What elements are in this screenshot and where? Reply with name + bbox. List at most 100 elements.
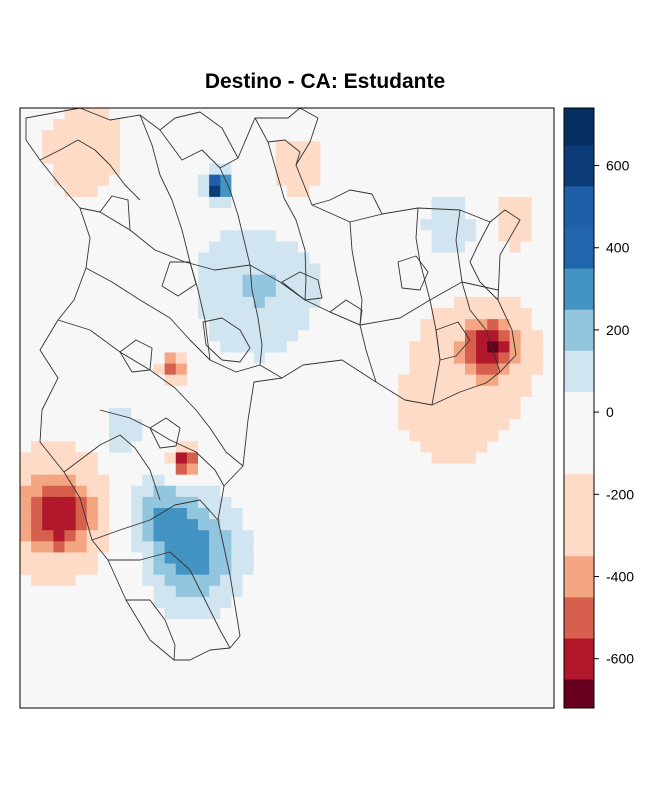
heatmap-cell	[287, 563, 299, 576]
heatmap-cell	[409, 219, 421, 231]
heatmap-cell	[264, 263, 277, 276]
heatmap-cell	[131, 696, 143, 709]
heatmap-cell	[376, 608, 388, 620]
heatmap-cell	[498, 196, 510, 209]
heatmap-cell	[75, 141, 88, 153]
heatmap-cell	[220, 452, 232, 464]
heatmap-cell	[120, 330, 132, 342]
heatmap-cell	[520, 419, 533, 431]
heatmap-cell	[487, 119, 499, 131]
heatmap-cell	[487, 441, 499, 453]
heatmap-cell	[309, 563, 321, 576]
heatmap-cell	[120, 463, 132, 476]
heatmap-cell	[442, 630, 455, 642]
heatmap-cell	[120, 130, 132, 142]
heatmap-cell	[287, 241, 299, 253]
heatmap-cell	[31, 419, 43, 431]
heatmap-cell	[86, 674, 99, 687]
heatmap-cell	[275, 274, 288, 287]
heatmap-cell	[520, 474, 533, 487]
heatmap-cell	[175, 330, 188, 342]
heatmap-cell	[209, 496, 221, 509]
heatmap-cell	[209, 219, 221, 231]
heatmap-cell	[231, 441, 243, 453]
heatmap-cell	[231, 385, 243, 398]
heatmap-cell	[198, 385, 210, 398]
heatmap-cell	[42, 130, 54, 142]
heatmap-cell	[253, 574, 266, 587]
heatmap-cell	[309, 674, 321, 687]
heatmap-cell	[75, 585, 88, 598]
heatmap-cell	[520, 508, 533, 520]
heatmap-cell	[442, 530, 455, 542]
heatmap-cell	[75, 574, 88, 587]
heatmap-cell	[86, 319, 99, 331]
heatmap-cell	[75, 563, 88, 576]
heatmap-cell	[353, 141, 366, 153]
heatmap-cell	[320, 430, 332, 442]
heatmap-cell	[398, 241, 410, 253]
heatmap-cell	[131, 652, 143, 664]
heatmap-cell	[64, 385, 77, 398]
heatmap-cell	[142, 252, 154, 264]
heatmap-cell	[186, 308, 199, 320]
heatmap-cell	[209, 263, 221, 276]
heatmap-cell	[509, 385, 522, 398]
heatmap-cell	[309, 119, 321, 131]
heatmap-cell	[242, 363, 255, 376]
heatmap-cell	[320, 230, 332, 242]
heatmap-cell	[75, 552, 88, 564]
heatmap-cell	[20, 619, 32, 631]
heatmap-cell	[220, 163, 232, 176]
heatmap-cell	[409, 508, 421, 520]
heatmap-cell	[409, 430, 421, 442]
heatmap-cell	[42, 152, 54, 164]
heatmap-cell	[542, 341, 555, 353]
heatmap-cell	[353, 130, 366, 142]
heatmap-cell	[164, 463, 177, 476]
heatmap-cell	[198, 141, 210, 153]
heatmap-cell	[64, 352, 77, 364]
heatmap-cell	[364, 619, 377, 631]
heatmap-cell	[220, 652, 232, 664]
heatmap-cell	[53, 230, 65, 242]
heatmap-cell	[20, 185, 32, 198]
heatmap-cell	[320, 519, 332, 531]
heatmap-cell	[453, 596, 466, 609]
colorbar-tick-label: 600	[606, 158, 630, 174]
heatmap-cell	[186, 208, 199, 220]
heatmap-cell	[520, 119, 533, 131]
heatmap-cell	[275, 352, 288, 364]
heatmap-cell	[275, 441, 288, 453]
heatmap-cell	[342, 308, 355, 320]
heatmap-cell	[442, 319, 455, 331]
heatmap-cell	[287, 530, 299, 542]
heatmap-cell	[487, 163, 499, 176]
heatmap-cell	[231, 330, 243, 342]
heatmap-cell	[409, 619, 421, 631]
heatmap-cell	[465, 630, 477, 642]
heatmap-cell	[97, 441, 110, 453]
heatmap-cell	[520, 674, 533, 687]
heatmap-cell	[53, 652, 65, 664]
heatmap-cell	[331, 196, 344, 209]
heatmap-cell	[64, 685, 77, 698]
heatmap-cell	[31, 441, 43, 453]
heatmap-cell	[387, 530, 399, 542]
heatmap-cell	[175, 619, 188, 631]
heatmap-cell	[442, 285, 455, 298]
heatmap-cell	[387, 196, 399, 209]
heatmap-cell	[320, 263, 332, 276]
heatmap-cell	[398, 474, 410, 487]
heatmap-cell	[175, 196, 188, 209]
heatmap-cell	[409, 519, 421, 531]
heatmap-cell	[75, 663, 88, 676]
heatmap-cell	[498, 574, 510, 587]
heatmap-cell	[231, 652, 243, 664]
heatmap-cell	[186, 608, 199, 620]
heatmap-cell	[476, 363, 488, 376]
heatmap-cell	[431, 508, 444, 520]
heatmap-cell	[453, 508, 466, 520]
heatmap-cell	[120, 230, 132, 242]
heatmap-cell	[31, 608, 43, 620]
